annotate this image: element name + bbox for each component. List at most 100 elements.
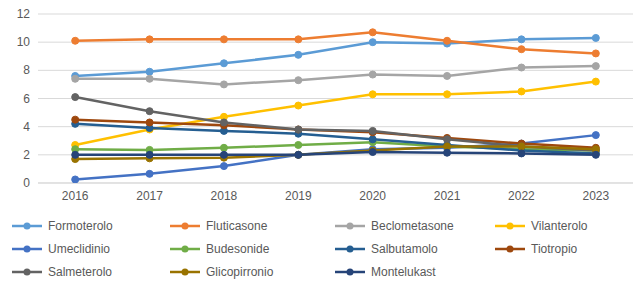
point	[369, 39, 376, 46]
point	[518, 36, 525, 43]
point	[592, 50, 599, 57]
point	[220, 60, 227, 67]
point	[146, 170, 153, 177]
point	[444, 136, 451, 143]
legend-label: Vilanterolo	[531, 219, 588, 233]
point	[146, 119, 153, 126]
point	[220, 151, 227, 158]
point	[369, 136, 376, 143]
point	[146, 68, 153, 75]
point	[72, 75, 79, 82]
point	[518, 88, 525, 95]
legend-marker	[24, 246, 31, 253]
series-line	[75, 135, 596, 179]
series-line	[75, 120, 596, 148]
x-tick-label: 2020	[359, 189, 386, 203]
grid-line	[38, 42, 633, 43]
legend-marker	[24, 223, 31, 230]
legend-marker	[507, 223, 514, 230]
legend-label: Formoterolo	[48, 219, 113, 233]
point	[220, 163, 227, 170]
point	[72, 176, 79, 183]
point	[295, 77, 302, 84]
point	[72, 116, 79, 123]
x-tick-label: 2018	[211, 189, 238, 203]
y-tick-label: 2	[23, 148, 30, 162]
x-tick-label: 2022	[508, 189, 535, 203]
point	[518, 143, 525, 150]
point	[72, 37, 79, 44]
point	[146, 75, 153, 82]
legend-label: Fluticasone	[206, 219, 268, 233]
chart: 0246810122016201720182019202020212022202…	[0, 0, 643, 304]
point	[295, 151, 302, 158]
legend-marker	[24, 269, 31, 276]
point	[295, 36, 302, 43]
point	[72, 151, 79, 158]
point	[518, 150, 525, 157]
grid-line	[38, 183, 633, 184]
point	[295, 126, 302, 133]
legend-marker	[347, 246, 354, 253]
point	[518, 46, 525, 53]
legend-marker	[182, 269, 189, 276]
y-tick-label: 4	[23, 120, 30, 134]
legend-label: Budesonide	[206, 242, 270, 256]
x-axis	[38, 183, 633, 184]
point	[220, 144, 227, 151]
point	[444, 72, 451, 79]
y-tick-label: 10	[17, 35, 31, 49]
point	[369, 91, 376, 98]
point	[146, 151, 153, 158]
y-tick-label: 12	[17, 7, 31, 21]
series-line	[75, 38, 596, 76]
series-line	[75, 32, 596, 53]
point	[592, 132, 599, 139]
legend-label: Salmeterolo	[48, 265, 112, 279]
point	[369, 127, 376, 134]
point	[295, 51, 302, 58]
point	[369, 29, 376, 36]
point	[72, 94, 79, 101]
point	[220, 81, 227, 88]
legend-marker	[182, 223, 189, 230]
point	[444, 37, 451, 44]
legend-label: Umeclidinio	[48, 242, 110, 256]
legend-label: Beclometasone	[371, 219, 454, 233]
legend-marker	[507, 246, 514, 253]
point	[146, 36, 153, 43]
point	[220, 119, 227, 126]
point	[444, 149, 451, 156]
point	[295, 141, 302, 148]
point	[146, 108, 153, 115]
point	[369, 71, 376, 78]
grid-line	[38, 70, 633, 71]
legend-marker	[182, 246, 189, 253]
x-tick-label: 2023	[582, 189, 609, 203]
legend-label: Glicopirronio	[206, 265, 274, 279]
point	[369, 149, 376, 156]
series-line	[75, 97, 596, 151]
point	[592, 151, 599, 158]
point	[518, 143, 525, 150]
plot-area	[72, 29, 600, 183]
legend-label: Tiotropio	[531, 242, 578, 256]
y-tick-label: 8	[23, 63, 30, 77]
point	[295, 126, 302, 133]
series-line	[75, 124, 596, 154]
y-tick-label: 0	[23, 176, 30, 190]
point	[592, 34, 599, 41]
x-tick-label: 2016	[62, 189, 89, 203]
y-tick-label: 6	[23, 92, 30, 106]
legend-label: Montelukast	[371, 265, 436, 279]
x-tick-label: 2021	[434, 189, 461, 203]
legend-marker	[347, 269, 354, 276]
point	[295, 151, 302, 158]
point	[444, 91, 451, 98]
point	[592, 78, 599, 85]
point	[592, 63, 599, 70]
legend-label: Salbutamolo	[371, 242, 438, 256]
point	[295, 102, 302, 109]
legend-marker	[347, 223, 354, 230]
point	[220, 36, 227, 43]
